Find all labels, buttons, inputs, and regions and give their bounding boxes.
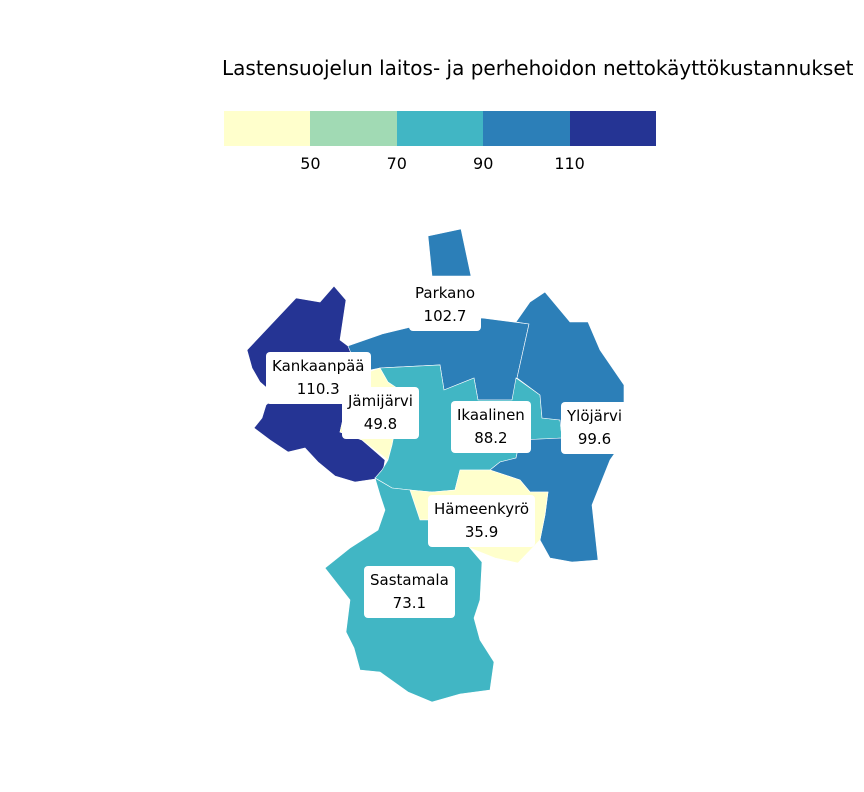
region-value: 35.9	[464, 523, 499, 541]
region-value: 88.2	[474, 429, 508, 447]
region-label-jamijarvi: Jämijärvi 49.8	[342, 387, 419, 439]
region-name: Sastamala	[370, 571, 449, 589]
region-parkano[interactable]	[427, 228, 472, 277]
region-value: 73.1	[392, 594, 427, 612]
region-name: Ikaalinen	[457, 406, 525, 424]
region-value: 49.8	[363, 415, 398, 433]
legend-swatch-4	[483, 111, 570, 146]
region-value: 102.7	[423, 307, 467, 325]
map-title: Lastensuojelun laitos- ja perhehoidon ne…	[222, 56, 854, 80]
legend-tick: 50	[300, 154, 321, 173]
legend-tick: 110	[554, 154, 585, 173]
legend-swatch-1	[224, 111, 311, 146]
region-label-sastamala: Sastamala 73.1	[364, 566, 455, 618]
region-name: Parkano	[415, 284, 476, 302]
region-value: 110.3	[296, 380, 340, 398]
legend-swatch-2	[310, 111, 397, 146]
region-name: Kankaanpää	[272, 357, 365, 375]
legend-swatch-3	[396, 111, 484, 146]
color-legend: 50 70 90 110	[224, 111, 656, 173]
region-value: 99.6	[577, 430, 612, 448]
region-label-parkano: Parkano 102.7	[409, 279, 482, 331]
region-label-ylojarvi: Ylöjärvi 99.6	[561, 402, 629, 454]
region-name: Jämijärvi	[348, 392, 413, 410]
region-label-hameenkyro: Hämeenkyrö 35.9	[428, 495, 536, 547]
region-name: Hämeenkyrö	[434, 500, 530, 518]
legend-swatch-5	[569, 111, 656, 146]
region-label-ikaalinen: Ikaalinen 88.2	[451, 401, 531, 453]
legend-tick: 90	[473, 154, 494, 173]
region-name: Ylöjärvi	[567, 407, 623, 425]
legend-tick: 70	[386, 154, 407, 173]
